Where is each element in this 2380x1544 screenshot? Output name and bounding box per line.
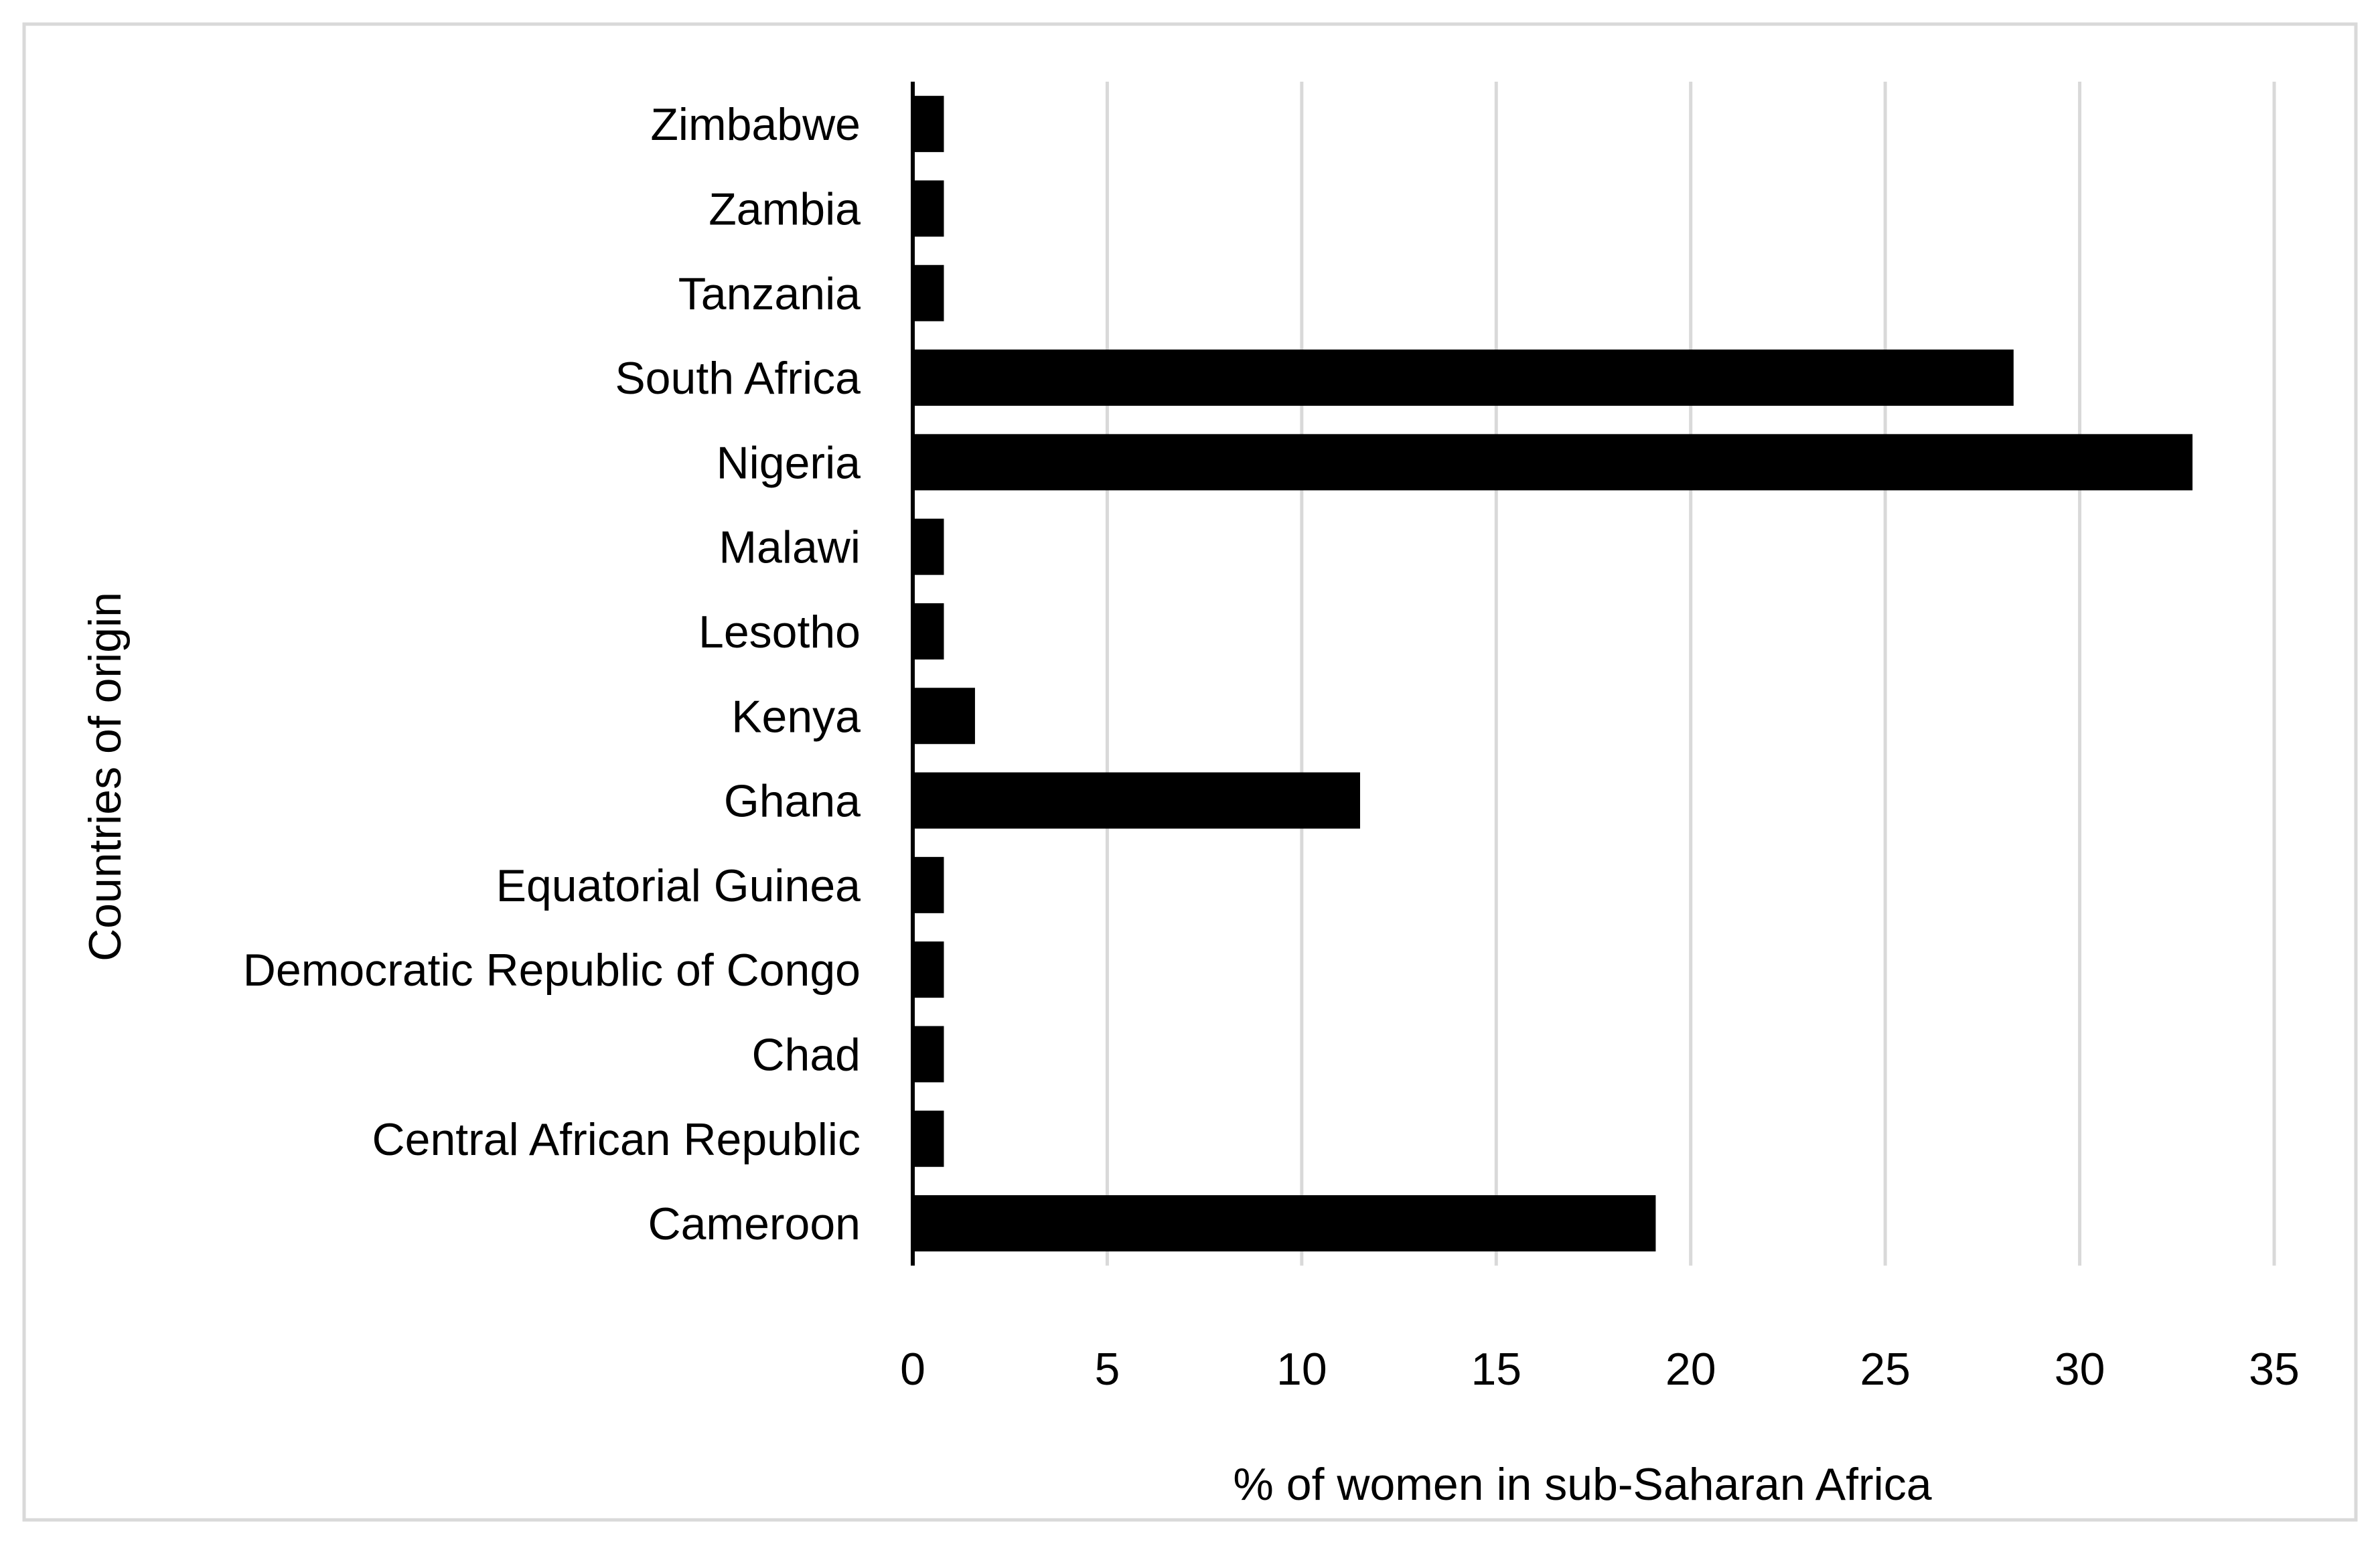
x-tick-label: 0 [900, 1344, 925, 1395]
bar-kenya [913, 688, 975, 745]
category-label: Zimbabwe [650, 99, 861, 150]
category-label: Chad [751, 1029, 861, 1080]
category-label: Equatorial Guinea [496, 860, 861, 911]
bar-south-africa [913, 350, 2014, 406]
bar-nigeria [913, 434, 2193, 491]
category-label: Cameroon [648, 1199, 861, 1249]
category-label: Tanzania [678, 268, 861, 319]
x-tick-label: 20 [1665, 1344, 1716, 1395]
category-label: Kenya [731, 691, 861, 742]
category-label: Lesotho [698, 607, 861, 658]
x-tick-labels: 0 5 10 15 20 25 30 35 [900, 1344, 2300, 1395]
bar-zambia [913, 180, 944, 237]
x-tick-label: 30 [2055, 1344, 2105, 1395]
bar-lesotho [913, 603, 944, 660]
bar-malawi [913, 518, 944, 575]
x-tick-label: 5 [1095, 1344, 1120, 1395]
category-label: Democratic Republic of Congo [243, 945, 861, 996]
x-tick-label: 10 [1276, 1344, 1327, 1395]
bar-central-african-republic [913, 1110, 944, 1167]
bar-chad [913, 1026, 944, 1083]
bars [913, 96, 2193, 1252]
bar-democratic-republic-of-congo [913, 941, 944, 998]
category-label: Nigeria [717, 437, 861, 488]
category-label: Central African Republic [372, 1114, 861, 1165]
chart-border [22, 22, 2358, 1522]
category-labels: Zimbabwe Zambia Tanzania South Africa Nigeri… [243, 99, 861, 1249]
category-label: South Africa [615, 353, 861, 404]
bar-tanzania [913, 264, 944, 321]
category-label: Zambia [709, 183, 861, 234]
bar-ghana [913, 772, 1360, 829]
category-label: Malawi [719, 522, 861, 573]
x-axis-title: % of women in sub-Saharan Africa [1233, 1459, 1931, 1510]
x-tick-label: 25 [1860, 1344, 1911, 1395]
x-tick-label: 15 [1471, 1344, 1521, 1395]
y-axis-title: Countries of origin [80, 592, 131, 961]
x-tick-label: 35 [2249, 1344, 2300, 1395]
category-label: Ghana [724, 776, 861, 827]
bar-zimbabwe [913, 96, 944, 153]
bar-cameroon [913, 1195, 1656, 1252]
bar-equatorial-guinea [913, 856, 944, 913]
gridlines [1105, 82, 2276, 1266]
